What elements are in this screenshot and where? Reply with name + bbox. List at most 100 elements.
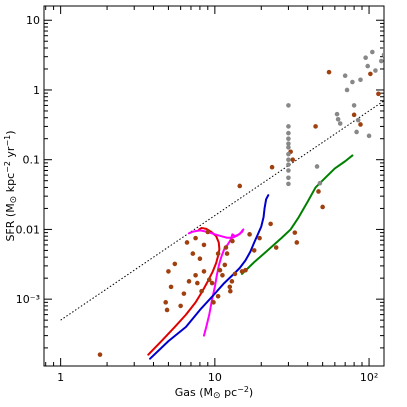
data-point [365,63,371,69]
data-point [211,300,216,305]
y-tick-label: 0.01 [16,223,41,236]
data-point [314,164,320,169]
data-point [286,103,291,108]
data-point [290,157,296,162]
series-line-5 [241,154,354,275]
data-point [378,58,384,64]
data-point [292,230,298,235]
data-point [201,269,207,274]
data-point [286,162,291,167]
data-point [223,245,229,250]
data-point [243,267,248,273]
data-point [178,303,183,309]
data-point [230,238,235,244]
data-point [320,204,325,210]
data-point [286,168,291,173]
data-point [354,129,359,135]
data-point [351,112,357,118]
data-point [368,71,373,77]
data-point [227,284,233,290]
data-point [166,269,171,274]
data-point [337,121,343,126]
x-tick-label: 10 [208,371,222,384]
data-point [239,269,245,274]
data-point [193,272,198,278]
y-tick-label: 10⁻³ [16,293,40,306]
data-point [257,235,262,241]
plot-frame [43,5,385,367]
data-point [286,175,291,181]
axis-ticks [44,6,384,366]
data-point [376,91,381,97]
data-point [97,352,103,357]
series-points-layer [97,46,384,357]
data-point [268,221,273,227]
x-tick-label: 1 [57,371,64,384]
data-point [350,79,355,85]
y-tick-label: 1 [33,84,40,97]
axis-tick-labels: 1 10 10² 10⁻³ 0.01 0.1 1 10 [16,14,379,384]
x-axis-label: Gas (M⊙ pc−2) [175,385,253,401]
data-point [186,279,192,284]
data-point [190,251,196,256]
data-point [197,256,203,262]
x-tick-label: 10² [360,371,378,384]
data-point [224,251,230,256]
data-point [286,157,291,162]
data-point [366,133,372,139]
data-point [217,267,223,273]
data-point [206,277,212,283]
data-point [286,181,291,187]
data-point [363,55,368,61]
data-point [358,77,363,83]
data-point [201,242,207,248]
data-point [247,232,252,237]
data-point [326,69,332,75]
series-line-2 [147,226,221,356]
data-point [286,124,291,129]
y-tick-label: 0.1 [23,154,41,167]
data-point [215,251,221,256]
data-point [181,291,187,296]
data-point [342,73,348,79]
data-point [351,103,357,108]
data-point [355,117,361,123]
data-point [344,87,350,93]
series-lines-layer [147,154,354,360]
data-point [286,151,291,157]
data-point [220,272,225,278]
data-point [205,229,211,235]
data-point [172,261,178,267]
data-point [273,245,279,250]
data-point [251,248,257,253]
data-point [383,46,384,50]
data-point [184,240,190,245]
data-point [370,49,375,55]
data-point [286,130,291,136]
data-point [313,124,318,129]
data-point [286,136,291,142]
data-point [316,189,321,194]
data-point [334,111,340,117]
series-line-4 [149,194,270,360]
data-point [222,262,228,268]
data-point [294,240,300,245]
y-axis-label: SFR (M⊙ kpc−2 yr−1) [3,130,19,241]
data-point [193,235,198,241]
data-point [228,288,233,294]
data-point [286,141,291,146]
data-point [286,145,291,150]
data-point [168,284,174,290]
series-line-3 [188,228,245,337]
data-point [269,164,275,170]
y-tick-label: 10 [26,14,40,27]
data-point [215,293,221,299]
data-point [163,300,168,305]
reference-line-layer [60,100,384,321]
data-point [199,288,204,294]
data-point [164,307,170,313]
data-point [237,183,243,189]
data-point [209,280,215,286]
data-point [195,280,200,286]
